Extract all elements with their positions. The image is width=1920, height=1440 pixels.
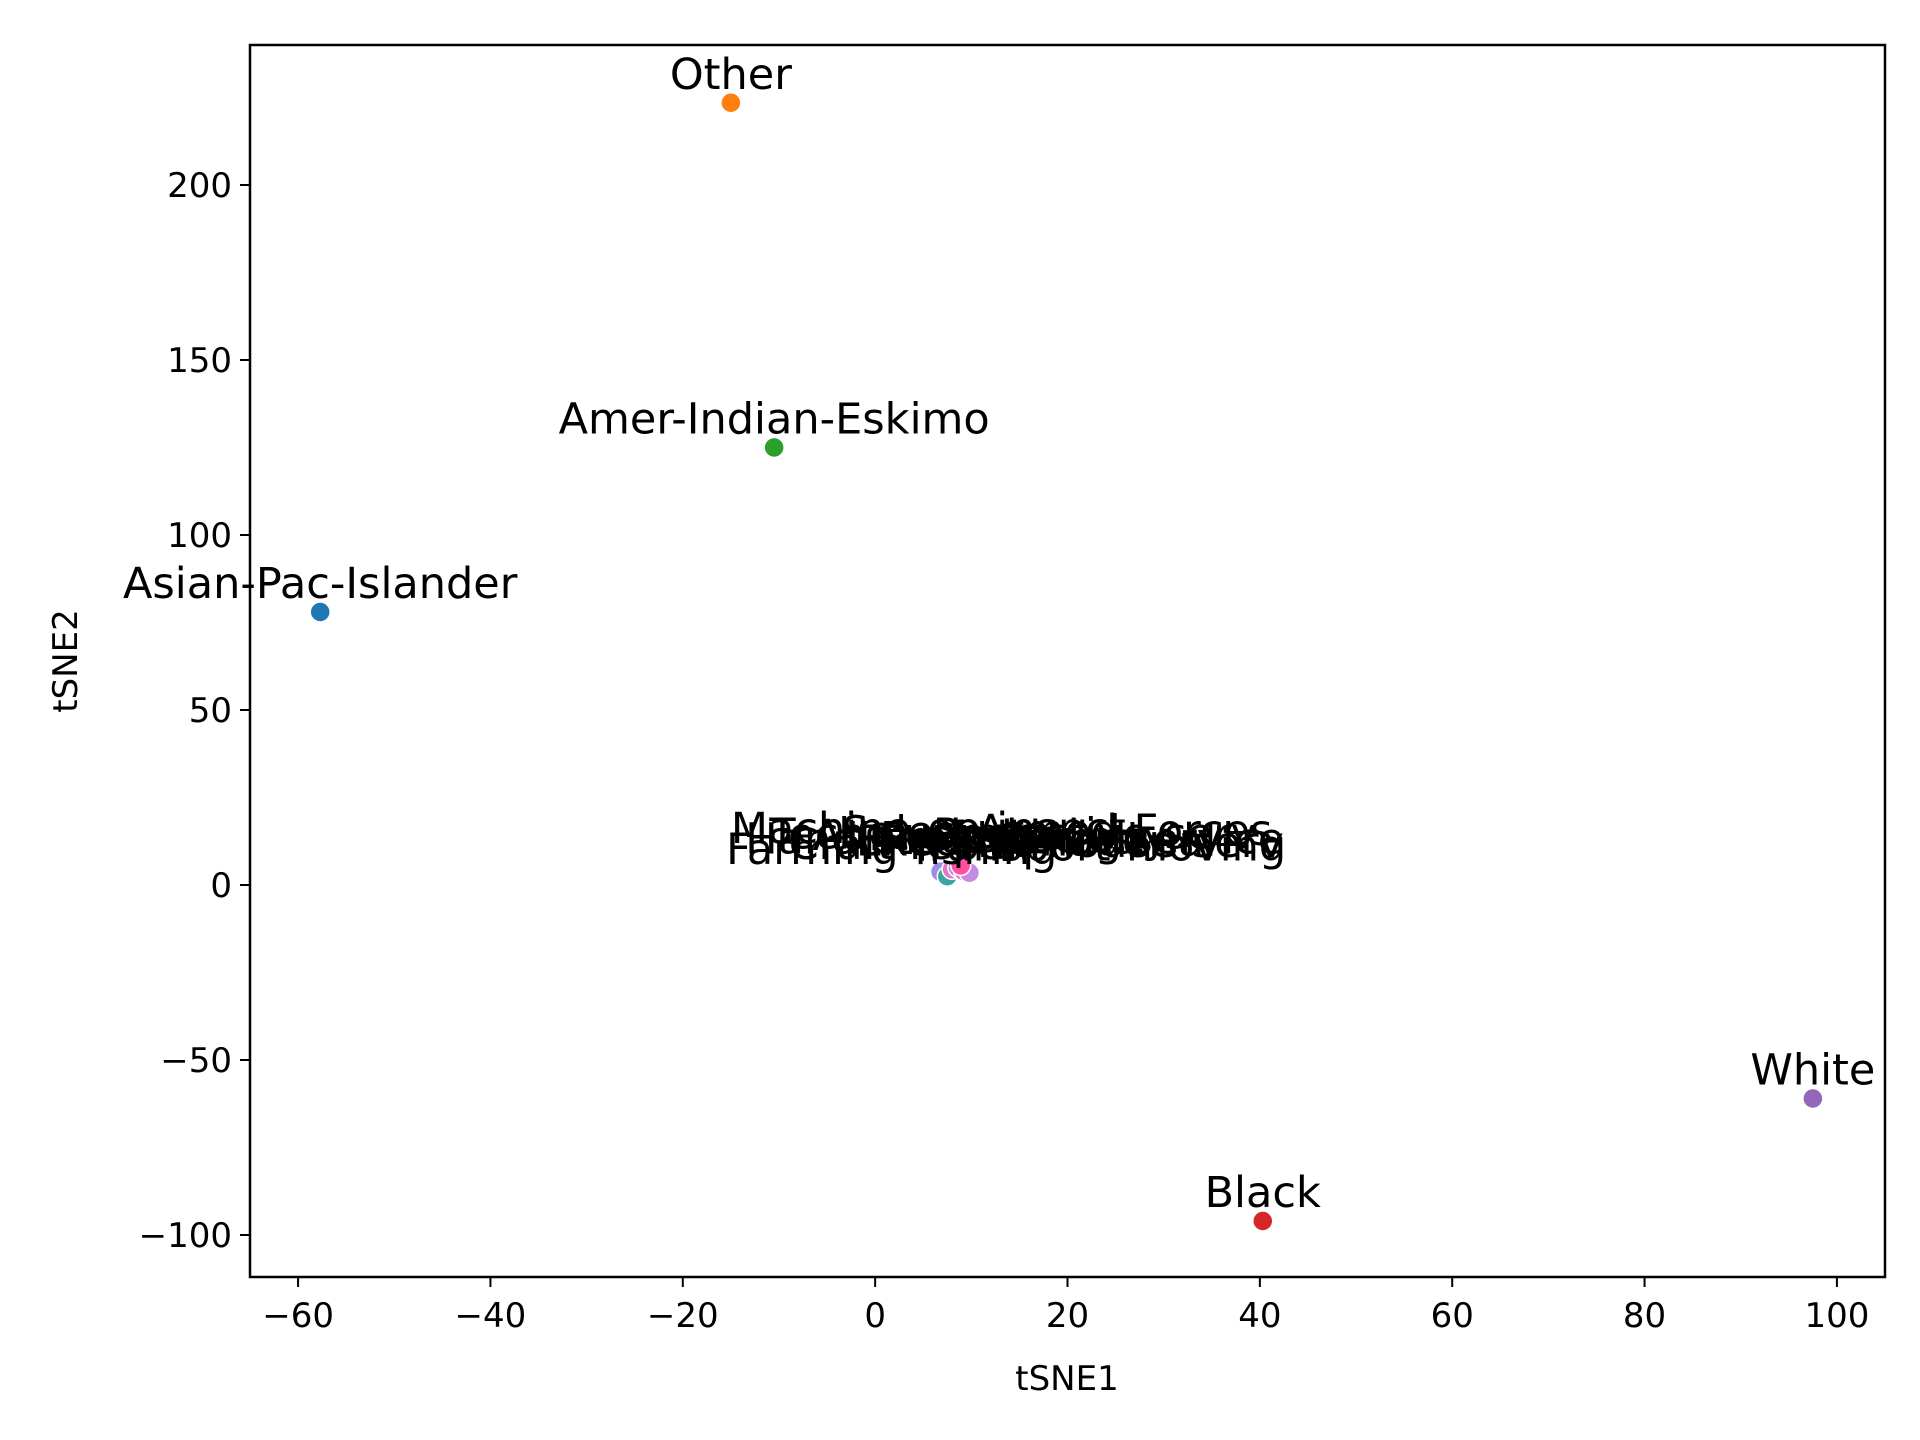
y-tick-label: −50 [160, 1041, 232, 1081]
x-tick-label: 60 [1431, 1296, 1474, 1336]
x-tick-label: 20 [1046, 1296, 1089, 1336]
y-tick-label: −100 [139, 1216, 232, 1256]
point-labels: Other Amer-Indian-Eskimo Asian-Pac-Islande… [123, 50, 1875, 1218]
point-label: White [1750, 1046, 1875, 1096]
cluster-point-label: Other-service [995, 815, 1284, 865]
point-label: Amer-Indian-Eskimo [559, 395, 990, 445]
cluster-point-label: Sales [841, 808, 955, 858]
x-tick-label: 40 [1238, 1296, 1281, 1336]
y-axis-ticks: −100 −50 0 50 100 150 200 [139, 166, 250, 1256]
data-points [309, 92, 1824, 1232]
data-point [1251, 1210, 1274, 1232]
cluster-point-label: Adm-clerical [813, 811, 1080, 861]
x-tick-label: −20 [647, 1296, 719, 1336]
y-tick-label: 50 [189, 691, 232, 731]
cluster-point-label: Farming-fishing [726, 825, 1057, 875]
x-tick-label: −60 [262, 1296, 334, 1336]
data-point [1802, 1087, 1824, 1110]
cluster-labels: Farming-fishingMachine-op-inspctHandlers… [726, 804, 1286, 875]
x-tick-label: 80 [1623, 1296, 1666, 1336]
cluster-point-label: Tech-support [768, 809, 1046, 859]
x-axis-ticks: −60 −40 −20 0 20 40 60 80 100 [262, 1277, 1869, 1336]
x-axis-label: tSNE1 [1015, 1359, 1118, 1399]
x-tick-label: −40 [455, 1296, 527, 1336]
cluster-point-label: Armed-Forces [976, 806, 1272, 856]
y-tick-label: 200 [167, 166, 232, 206]
cluster-point-label: Exec-managerial [856, 816, 1216, 866]
cluster-point-label: Craft-repair [789, 820, 1037, 870]
point-label: Asian-Pac-Islander [123, 559, 518, 609]
cluster-point-label: Transport-moving [908, 822, 1286, 872]
cluster-point-label: Machine-op-inspct [731, 804, 1126, 854]
y-axis-label: tSNE2 [46, 609, 86, 712]
data-point [720, 92, 742, 114]
cluster-point-label: Protective-serv [933, 809, 1256, 859]
cluster-point [949, 854, 972, 877]
y-tick-label: 0 [210, 866, 232, 906]
data-point [763, 436, 785, 459]
y-tick-label: 150 [167, 341, 232, 381]
y-tick-label: 100 [167, 516, 232, 556]
cluster-point-label: Priv-house-serv [952, 818, 1284, 868]
point-label: Other [670, 50, 792, 100]
cluster-point-label: Prof-specialty [880, 813, 1169, 863]
plot-area [248, 43, 1887, 1279]
x-tick-label: 0 [864, 1296, 886, 1336]
x-tick-label: 100 [1804, 1296, 1869, 1336]
point-label: Black [1205, 1168, 1321, 1218]
data-point [309, 601, 331, 623]
cluster-point-label: Handlers-cleaners [745, 815, 1134, 865]
